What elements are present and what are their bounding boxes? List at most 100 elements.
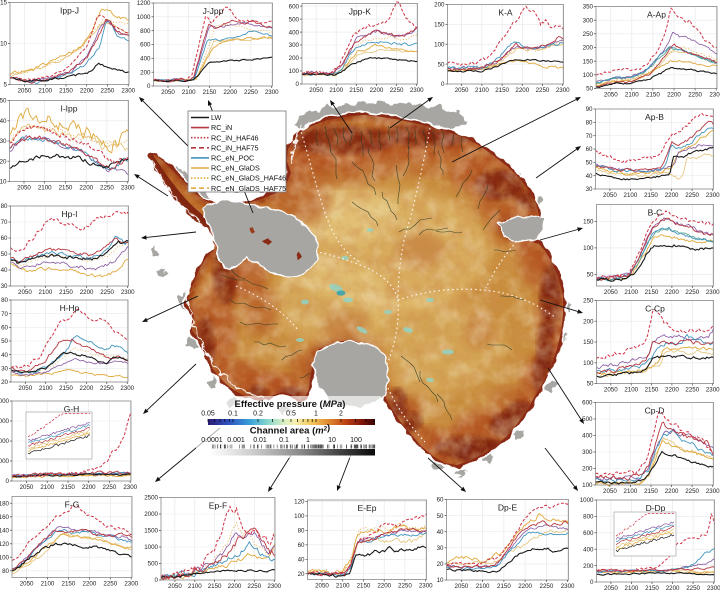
svg-text:60: 60	[586, 146, 593, 153]
svg-text:2100: 2100	[39, 289, 53, 296]
svg-text:C-Cp: C-Cp	[645, 304, 665, 314]
svg-text:2150: 2150	[62, 581, 76, 588]
svg-text:Dp-E: Dp-E	[498, 503, 518, 513]
svg-text:D-Dp: D-Dp	[646, 503, 666, 513]
svg-text:G-H: G-H	[64, 404, 80, 414]
svg-text:2050: 2050	[315, 583, 329, 590]
svg-text:100: 100	[294, 513, 305, 520]
svg-text:2250: 2250	[686, 585, 700, 590]
svg-text:20: 20	[1, 379, 8, 386]
svg-text:100: 100	[350, 437, 362, 444]
svg-text:50: 50	[1, 251, 8, 258]
svg-text:100: 100	[583, 72, 594, 79]
svg-text:2050: 2050	[18, 88, 32, 95]
svg-text:600: 600	[140, 42, 151, 49]
svg-text:2200: 2200	[80, 289, 94, 296]
svg-text:90: 90	[586, 106, 593, 113]
svg-text:40: 40	[0, 118, 7, 125]
svg-text:600: 600	[582, 400, 593, 407]
svg-text:2200: 2200	[228, 583, 242, 590]
svg-text:B-C: B-C	[648, 208, 663, 218]
svg-text:400: 400	[289, 29, 300, 36]
svg-text:2300: 2300	[120, 385, 134, 392]
svg-text:100: 100	[583, 360, 594, 367]
svg-text:1: 1	[314, 411, 318, 418]
svg-text:2250: 2250	[536, 87, 550, 94]
svg-text:J-Jpp: J-Jpp	[203, 6, 224, 16]
svg-text:2250: 2250	[685, 289, 699, 296]
svg-text:0: 0	[147, 83, 151, 90]
svg-text:2100: 2100	[336, 583, 350, 590]
svg-text:0: 0	[155, 577, 159, 584]
svg-text:2200: 2200	[223, 89, 237, 96]
svg-text:RC_iN: RC_iN	[211, 123, 232, 132]
svg-text:2050: 2050	[20, 484, 34, 491]
svg-text:2050: 2050	[168, 583, 182, 590]
svg-text:100: 100	[583, 245, 594, 252]
svg-text:20: 20	[0, 158, 7, 165]
svg-text:2150: 2150	[208, 583, 222, 590]
svg-text:Hp-I: Hp-I	[61, 209, 77, 219]
svg-text:2300: 2300	[707, 585, 720, 590]
svg-text:800: 800	[140, 28, 151, 35]
svg-text:2300: 2300	[419, 583, 433, 590]
svg-text:50: 50	[1, 338, 8, 345]
svg-text:0: 0	[590, 579, 594, 586]
svg-text:2250: 2250	[100, 289, 114, 296]
svg-text:2200: 2200	[82, 484, 96, 491]
svg-text:2250: 2250	[103, 581, 117, 588]
svg-text:RC_eN_POC: RC_eN_POC	[211, 154, 254, 163]
svg-text:Ap-B: Ap-B	[645, 112, 664, 122]
svg-text:30: 30	[0, 138, 7, 145]
svg-text:2300: 2300	[706, 192, 720, 199]
svg-text:2150: 2150	[645, 387, 659, 394]
svg-text:80: 80	[1, 203, 8, 210]
svg-text:0.01: 0.01	[253, 437, 267, 444]
svg-text:1200: 1200	[137, 0, 151, 7]
svg-text:2150: 2150	[644, 488, 658, 495]
svg-text:2300: 2300	[121, 289, 135, 296]
svg-text:2150: 2150	[646, 92, 660, 99]
svg-text:2000: 2000	[144, 511, 158, 518]
svg-text:350: 350	[583, 4, 594, 11]
svg-text:100: 100	[582, 482, 593, 489]
svg-text:2050: 2050	[603, 488, 617, 495]
svg-text:2100: 2100	[188, 583, 202, 590]
svg-text:2150: 2150	[495, 87, 509, 94]
svg-text:RC_iN_HAF46: RC_iN_HAF46	[211, 133, 259, 142]
svg-text:200: 200	[434, 2, 445, 9]
svg-text:2000: 2000	[0, 438, 10, 445]
svg-text:2050: 2050	[18, 385, 32, 392]
svg-text:2200: 2200	[665, 387, 679, 394]
svg-text:2250: 2250	[101, 88, 115, 95]
svg-text:2300: 2300	[265, 89, 279, 96]
svg-text:400: 400	[582, 433, 593, 440]
svg-text:150: 150	[583, 219, 594, 226]
svg-text:2200: 2200	[518, 583, 532, 590]
svg-text:1000: 1000	[0, 458, 10, 465]
svg-text:10: 10	[437, 577, 444, 584]
svg-text:1000: 1000	[580, 497, 594, 504]
svg-text:Effective pressure (MPa): Effective pressure (MPa)	[235, 399, 346, 410]
svg-text:Ipp-J: Ipp-J	[60, 6, 79, 16]
svg-text:2150: 2150	[645, 585, 659, 590]
svg-text:100: 100	[0, 555, 10, 562]
svg-text:800: 800	[583, 514, 594, 521]
svg-text:2300: 2300	[121, 88, 135, 95]
svg-text:0.1: 0.1	[279, 437, 289, 444]
svg-text:2100: 2100	[624, 488, 638, 495]
svg-text:2150: 2150	[357, 583, 371, 590]
svg-text:70: 70	[1, 311, 8, 318]
svg-text:2200: 2200	[667, 92, 681, 99]
svg-text:180: 180	[0, 500, 10, 507]
svg-text:2250: 2250	[244, 89, 258, 96]
svg-text:2250: 2250	[540, 583, 554, 590]
svg-text:2200: 2200	[515, 87, 529, 94]
svg-text:100: 100	[289, 68, 300, 75]
svg-text:2200: 2200	[370, 87, 384, 94]
svg-text:70: 70	[586, 133, 593, 140]
svg-text:300: 300	[289, 42, 300, 49]
svg-text:2100: 2100	[38, 185, 52, 192]
svg-text:30: 30	[1, 366, 8, 373]
svg-text:2100: 2100	[624, 387, 638, 394]
